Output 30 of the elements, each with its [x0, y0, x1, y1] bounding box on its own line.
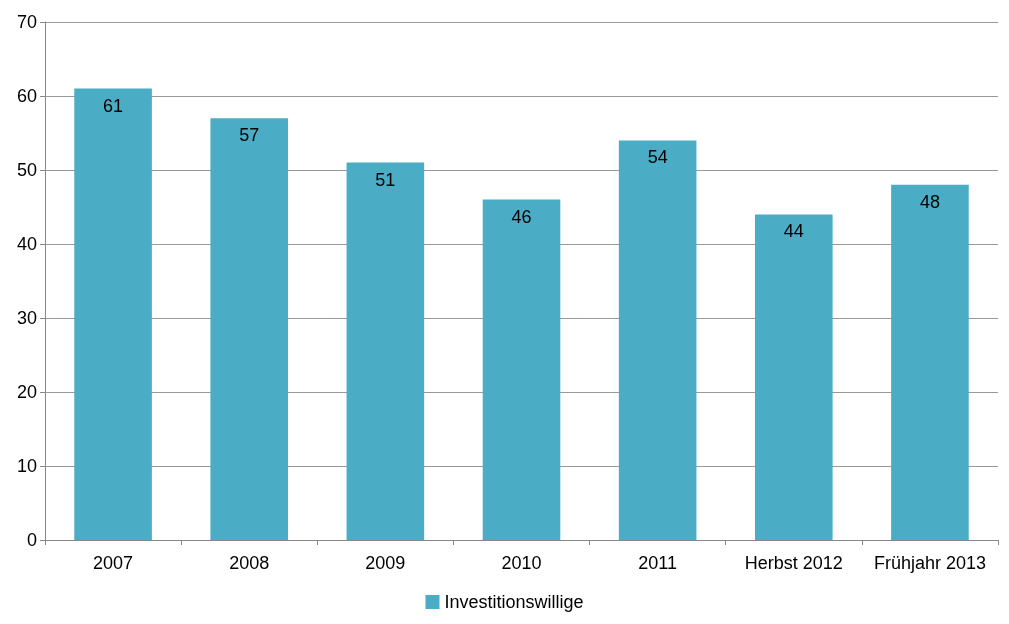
- x-tick-label: 2010: [501, 553, 542, 573]
- y-tick-label: 70: [16, 12, 37, 32]
- bar: [754, 214, 833, 540]
- bar: [210, 118, 289, 540]
- x-tick-label: Frühjahr 2013: [873, 553, 986, 573]
- x-tick-label: 2007: [93, 553, 134, 573]
- data-label: 46: [511, 206, 532, 227]
- y-tick-label: 40: [16, 234, 37, 254]
- bar: [891, 184, 969, 540]
- data-label: 48: [919, 191, 940, 212]
- x-tick-label: 2008: [229, 553, 270, 573]
- y-tick-label: 50: [16, 160, 37, 180]
- data-label: 57: [239, 125, 260, 146]
- y-tick-label: 30: [16, 308, 37, 328]
- x-tick-label: Herbst 2012: [744, 553, 843, 573]
- x-tick-label: 2011: [638, 553, 677, 573]
- y-tick-label: 20: [16, 382, 37, 402]
- bar: [74, 88, 152, 540]
- bar: [618, 140, 697, 540]
- x-tick-label: 2009: [365, 553, 406, 573]
- bar: [346, 162, 425, 540]
- data-label: 44: [783, 221, 804, 242]
- data-label: 61: [103, 95, 124, 116]
- data-label: 51: [375, 169, 396, 190]
- legend-label: Investitionswillige: [444, 592, 584, 612]
- data-label: 54: [647, 147, 668, 168]
- y-tick-label: 60: [16, 86, 37, 106]
- y-tick-label: 10: [16, 456, 37, 476]
- y-tick-label: 0: [26, 530, 37, 550]
- bar: [482, 199, 561, 540]
